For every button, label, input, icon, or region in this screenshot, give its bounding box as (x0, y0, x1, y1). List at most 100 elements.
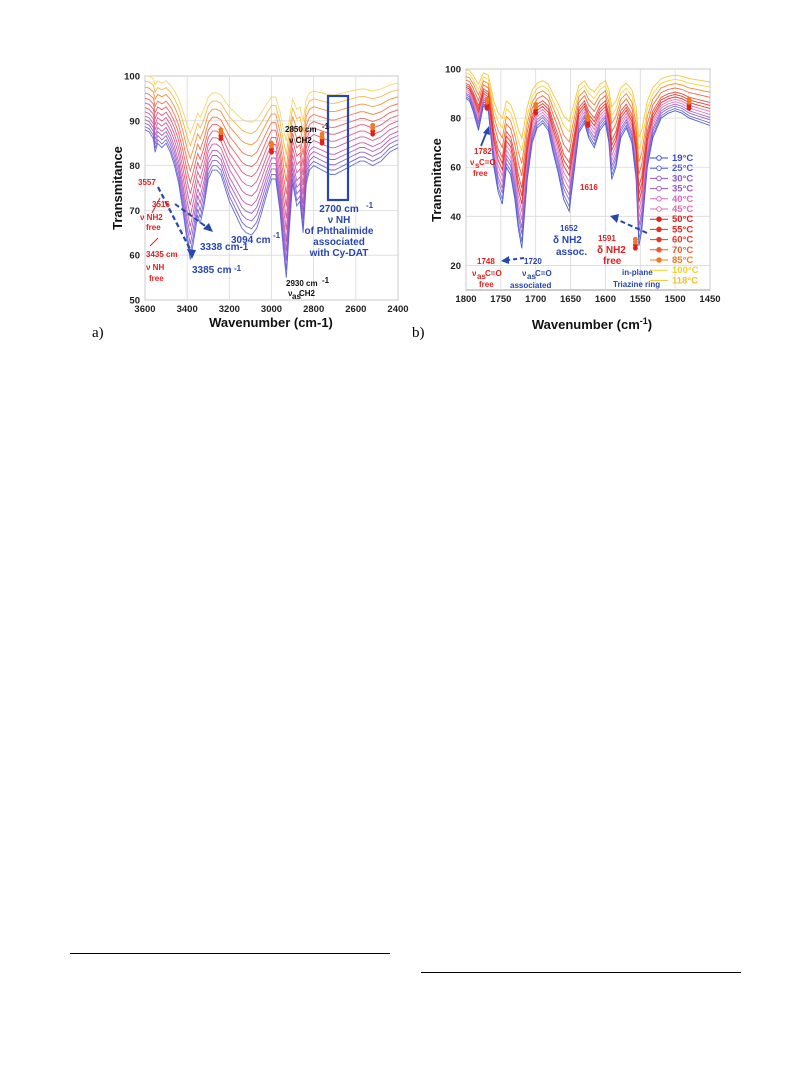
ftir-figure: a) 3600 3400 3200 3000 2800 2600 2400 50 60 70 80… (92, 65, 721, 342)
legend-marker (656, 236, 662, 243)
panel-b-ann-assoc: assoc. (556, 247, 587, 258)
panel-a-ann-free-2: free (149, 274, 164, 283)
legend-marker (656, 247, 662, 253)
legend-marker (656, 165, 662, 171)
x-tick-label: 1800 (455, 294, 476, 305)
panel-a-x-axis-label: Wavenumber (cm-1) (209, 315, 333, 330)
series-line-2 (144, 122, 399, 261)
x-tick-label: 2600 (345, 304, 366, 315)
panel-a-ann-as-sub: as (292, 292, 301, 301)
data-marker (370, 122, 376, 128)
series-line-5 (465, 88, 711, 213)
legend-marker (656, 185, 662, 192)
panel-b-ann-as-sub-2: as (527, 272, 536, 281)
panel-b-ann-nu-as-1: ν (472, 269, 477, 278)
panel-a-markers (218, 122, 376, 155)
legend-marker (656, 216, 662, 222)
panel-a-ann-2850-sup: -1 (322, 122, 330, 131)
panel-a-y-ticks: 50 60 70 80 90 100 (124, 72, 140, 307)
y-tick-label: 40 (450, 212, 461, 223)
panel-b-x-ticks: 1800 1750 1700 1650 1600 1550 1500 1450 (455, 294, 720, 305)
series-line-8 (144, 97, 399, 195)
panel-a-ann-3338: 3338 cm-1 (200, 242, 249, 253)
panel-a-ann-nu-nh: ν NH (146, 263, 164, 272)
panel-b-ann-free-2: free (479, 280, 494, 289)
legend-marker (656, 196, 662, 202)
panel-b-ann-co-free-1: C=O (479, 158, 496, 167)
panel-b-x-axis-label-sup: -1 (640, 316, 648, 326)
panel-b-ann-s-sub: s (475, 161, 480, 170)
data-marker (585, 114, 591, 119)
y-tick-label: 20 (450, 261, 461, 272)
series-line-7 (144, 102, 399, 207)
x-tick-label: 1550 (630, 294, 651, 305)
footnote-rule-right (421, 972, 741, 973)
panel-a-ann-3094: 3094 cm (231, 235, 271, 246)
panel-a-ann-free-1: free (146, 223, 161, 232)
x-tick-label: 3200 (219, 304, 240, 315)
panel-a-letter: a) (92, 325, 104, 341)
panel-a-ann-nu-as: ν (288, 289, 293, 298)
panel-b-ann-1720: 1720 (524, 257, 542, 266)
legend-entry: 25°C (672, 163, 693, 174)
panel-b-ann-as-sub-1: as (477, 272, 486, 281)
panel-b-ann-free-1: free (473, 169, 488, 178)
data-marker (319, 131, 325, 137)
y-tick-label: 50 (129, 296, 140, 307)
legend-entry: 85°C (672, 255, 693, 266)
x-tick-label: 1500 (665, 294, 686, 305)
panel-b-ann-co-assoc: C=O (535, 269, 552, 278)
panel-b-arrow-1720 (507, 257, 525, 261)
data-marker (218, 127, 224, 133)
legend-marker (656, 206, 662, 212)
panel-b-arrowhead-1720 (501, 256, 509, 264)
panel-a-arrowhead-3385 (187, 249, 196, 259)
data-marker (269, 140, 274, 146)
panel-b: b) 1800 1750 1700 1650 1600 1550 1500 1450 20 40… (412, 65, 721, 342)
panel-b-x-axis-label: Wavenumber (cm-1) (532, 316, 652, 332)
panel-b-x-axis-label-main: Wavenumber (cm (532, 317, 640, 332)
series-line-6 (465, 86, 711, 205)
panel-b-ann-delta-nh2-assoc: δ NH2 (553, 235, 582, 246)
panel-b-arrowhead-1782 (483, 126, 490, 135)
panel-b-arrowhead-1591 (610, 214, 619, 223)
legend-entry: 50°C (672, 214, 693, 225)
y-tick-label: 70 (129, 206, 140, 217)
panel-b-ann-nu-s: ν (470, 158, 475, 167)
panel-a-ann-associated: associated (313, 237, 365, 248)
series-line-6 (144, 107, 399, 219)
panel-a-ann-nu-nh2: ν NH2 (140, 213, 163, 222)
y-tick-label: 100 (124, 72, 140, 83)
panel-a-phthalimide-box (326, 94, 350, 202)
panel-b-series-group (465, 69, 711, 249)
series-line-12 (465, 69, 711, 141)
legend-entry: 118°C (672, 275, 698, 286)
panel-a-arrowhead-3338 (203, 223, 213, 232)
panel-b-ann-co-free-2: C=O (485, 269, 502, 278)
legend-entry: 70°C (672, 245, 693, 256)
panel-a-ann-3385: 3385 cm (192, 265, 232, 276)
panel-a-ann-phthalimide: of Phthalimide (305, 226, 374, 237)
panel-a-ann-3435: 3435 cm (146, 250, 178, 259)
panel-a-ann-3516: 3516 (152, 200, 170, 209)
panel-a-ann-cy-dat: with Cy-DAT (309, 248, 369, 259)
panel-b-ann-1591: 1591 (598, 234, 616, 243)
series-line-4 (144, 115, 399, 242)
panel-b-x-axis-label-paren: ) (648, 317, 652, 332)
panel-b-ann-triazine: Triazine ring (613, 280, 660, 289)
panel-a-ann-2930: 2930 cm (286, 279, 318, 288)
panel-b-y-ticks: 20 40 60 80 100 (445, 65, 461, 272)
series-line-1 (144, 126, 399, 271)
data-marker (633, 236, 638, 242)
panel-a-arrow-nh2 (151, 197, 161, 214)
panel-b-ann-1748: 1748 (477, 257, 495, 266)
data-marker (484, 96, 490, 102)
panel-a-ann-nu-nh-assoc: ν NH (328, 215, 351, 226)
data-marker (533, 101, 539, 107)
panel-a-y-axis-label: Transmitance (110, 146, 125, 230)
legend-entry: 55°C (672, 224, 693, 235)
panel-a-ann-3557: 3557 (138, 178, 156, 187)
panel-a-x-ticks: 3600 3400 3200 3000 2800 2600 2400 (134, 304, 408, 315)
y-tick-label: 90 (129, 116, 140, 127)
legend-marker (656, 226, 662, 233)
